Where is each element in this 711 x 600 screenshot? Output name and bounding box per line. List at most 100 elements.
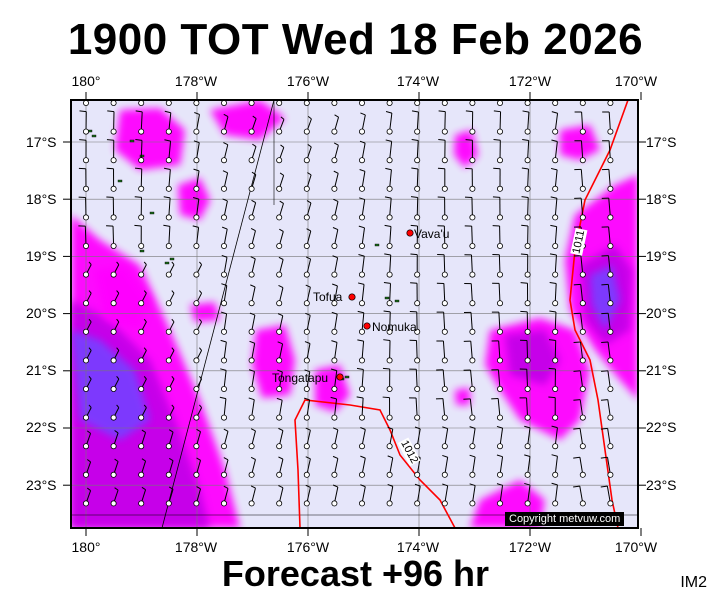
barb-station — [165, 385, 172, 392]
barb-feather — [143, 376, 147, 380]
wind-barb-icon — [331, 340, 338, 364]
barb-staff — [580, 198, 584, 218]
barb-station — [220, 385, 227, 392]
barb-feather — [358, 254, 365, 257]
barb-feather — [332, 484, 339, 488]
barb-station — [552, 443, 559, 450]
barb-feather — [196, 428, 201, 433]
barb-station — [496, 471, 503, 478]
barb-feather — [414, 483, 421, 487]
barb-station — [303, 357, 310, 364]
barb-feather — [469, 454, 476, 458]
barb-staff — [112, 226, 115, 247]
barb-feather — [114, 458, 119, 462]
barb-station — [276, 500, 283, 507]
barb-station — [469, 443, 476, 450]
barb-feather — [141, 458, 146, 462]
wind-barb-icon — [550, 224, 559, 249]
barb-station — [469, 100, 476, 107]
barb-feather — [437, 167, 445, 170]
barb-station — [414, 214, 421, 221]
barb-station — [276, 128, 283, 135]
barb-feather — [358, 225, 365, 229]
wind-barb-icon — [165, 100, 172, 107]
barb-station — [579, 385, 586, 392]
wind-barb-icon — [385, 111, 393, 135]
barb-station — [496, 271, 503, 278]
barb-feather — [171, 261, 175, 265]
barb-station — [248, 242, 255, 249]
barb-feather — [549, 253, 557, 256]
barb-feather — [223, 428, 229, 432]
barb-feather — [333, 198, 339, 202]
barb-feather — [600, 456, 608, 459]
wind-barb-icon — [522, 110, 531, 135]
barb-feather — [333, 142, 339, 146]
wind-barb-icon — [600, 456, 614, 478]
wind-barb-icon — [83, 487, 92, 507]
barb-station — [303, 328, 310, 335]
barb-station — [414, 328, 421, 335]
barb-staff — [195, 170, 200, 189]
barb-feather — [163, 224, 170, 227]
barb-staff — [443, 254, 446, 275]
barb-staff — [527, 168, 529, 189]
wind-barb-icon — [193, 347, 203, 364]
barb-station — [496, 300, 503, 307]
wind-barb-icon — [303, 397, 311, 421]
barb-station — [552, 214, 559, 221]
barb-feather — [521, 224, 529, 227]
barb-feather — [382, 396, 390, 399]
barb-feather — [573, 341, 581, 344]
barb-feather — [135, 138, 143, 141]
wind-barb-icon — [550, 167, 559, 192]
lon-label-bottom: 176°W — [286, 539, 330, 555]
barb-staff — [361, 341, 365, 361]
barb-station — [496, 500, 503, 507]
wind-barb-icon — [331, 427, 339, 450]
barb-staff — [415, 369, 418, 390]
barb-station — [110, 157, 117, 164]
wind-barb-icon — [220, 254, 228, 278]
wind-barb-icon — [469, 454, 476, 478]
barb-station — [414, 500, 421, 507]
barb-station — [220, 500, 227, 507]
wind-barb-icon — [83, 459, 92, 478]
wind-barb-icon — [193, 290, 203, 307]
barb-feather — [278, 485, 284, 489]
wind-barb-icon — [573, 399, 586, 421]
wind-barb-icon — [193, 112, 200, 135]
barb-feather — [223, 113, 229, 118]
barb-station — [441, 157, 448, 164]
barb-station — [165, 128, 172, 135]
barb-station — [110, 471, 117, 478]
barb-feather — [442, 483, 448, 487]
barb-staff — [471, 485, 476, 504]
barb-feather — [551, 425, 558, 429]
wind-barb-icon — [548, 367, 559, 392]
wind-barb-icon — [358, 455, 366, 478]
barb-feather — [250, 456, 256, 460]
barb-station — [138, 128, 145, 135]
barb-feather — [551, 139, 558, 143]
wind-barb-icon — [601, 283, 614, 307]
barb-station — [607, 357, 614, 364]
wind-barb-icon — [465, 167, 476, 192]
wind-barb-icon — [385, 139, 393, 164]
wind-barb-icon — [383, 281, 393, 307]
barb-station — [524, 357, 531, 364]
barb-feather — [356, 367, 364, 371]
wind-barb-icon — [192, 225, 200, 249]
barb-feather — [493, 167, 501, 170]
barb-feather — [281, 89, 284, 92]
wind-barb-icon — [303, 256, 312, 278]
wind-barb-icon — [248, 397, 255, 421]
wind-barb-icon — [276, 144, 285, 164]
barb-station — [496, 128, 503, 135]
barb-station — [552, 357, 559, 364]
wind-barb-icon — [138, 376, 147, 392]
barb-feather — [573, 399, 581, 401]
barb-station — [248, 500, 255, 507]
barb-station — [331, 300, 338, 307]
island-shape — [164, 261, 170, 265]
